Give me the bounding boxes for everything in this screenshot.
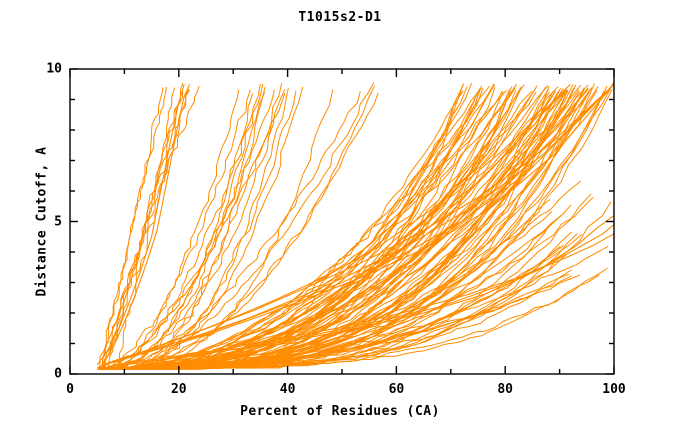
- y-axis-label: Distance Cutoff, A: [34, 146, 50, 297]
- x-tick-label: 100: [602, 382, 626, 397]
- y-tick-label: 5: [54, 214, 62, 229]
- x-tick-label: 0: [66, 382, 74, 397]
- x-axis-label: Percent of Residues (CA): [240, 404, 440, 419]
- x-tick-label: 20: [170, 382, 187, 397]
- x-tick-label: 40: [279, 382, 296, 397]
- data-curves: [96, 82, 614, 370]
- y-tick-label: 0: [54, 366, 62, 382]
- x-tick-label: 80: [497, 382, 514, 397]
- x-tick-label: 60: [388, 382, 405, 397]
- x-axis-ticks: [69, 69, 615, 374]
- y-tick-label: 10: [46, 61, 62, 77]
- y-axis-ticks: [70, 68, 614, 375]
- page-title: T1015s2-D1: [298, 10, 382, 25]
